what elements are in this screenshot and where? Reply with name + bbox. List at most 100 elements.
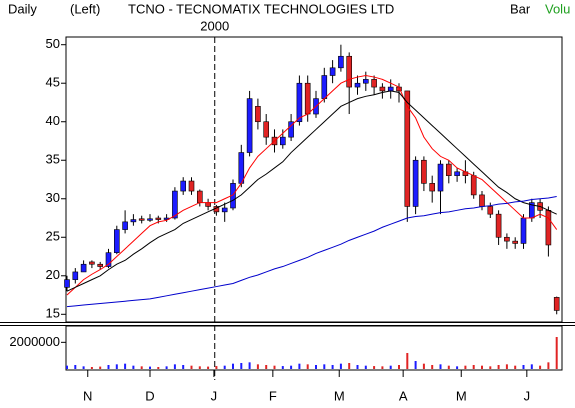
candle-body: [429, 183, 436, 192]
candle-body: [470, 175, 477, 196]
y-tick-label: 45: [46, 75, 60, 90]
volume-bar: [140, 366, 143, 369]
candle-body: [288, 121, 294, 138]
volume-bar: [530, 364, 533, 369]
candle-body: [321, 75, 328, 99]
volume-bar: [66, 365, 68, 369]
volume-bar: [472, 365, 475, 369]
y-tick-label: 20: [46, 267, 60, 282]
candle-body: [421, 159, 427, 184]
candle-body: [130, 219, 137, 223]
volume-bar: [207, 366, 210, 369]
candle-body: [371, 79, 377, 88]
x-tick-label: M: [334, 388, 345, 403]
volume-bar: [348, 363, 351, 369]
volume-bar: [456, 366, 459, 369]
candle-body: [172, 190, 178, 219]
volume-bar: [173, 364, 176, 369]
volume-bar: [157, 367, 160, 369]
chart-title: TCNO - TECNOMATIX TECHNOLOGIES LTD: [128, 1, 394, 16]
candle-body: [72, 271, 79, 280]
candle-body: [404, 90, 411, 207]
candle-body: [479, 194, 485, 207]
volume-bar: [115, 364, 118, 369]
volume-bar: [132, 365, 135, 369]
candle-body: [188, 180, 195, 192]
volume-bar: [223, 365, 226, 369]
candle-body: [279, 136, 286, 146]
candle-body: [180, 180, 186, 192]
candle-body: [238, 152, 245, 184]
volume-bar: [248, 362, 251, 369]
y-tick-label: 40: [46, 113, 60, 128]
candle-body: [504, 236, 510, 242]
volume-bar: [190, 365, 193, 369]
style: Bar: [510, 1, 531, 16]
candle-body: [155, 217, 162, 220]
volume-bar: [165, 366, 168, 369]
volume-toggle: Volu: [545, 1, 570, 16]
candle-body: [329, 67, 336, 76]
volume-bar: [364, 365, 367, 369]
candle-body: [445, 163, 452, 176]
volume-bar: [74, 365, 77, 369]
volume-bar: [281, 366, 284, 369]
candle-body: [105, 252, 112, 267]
candle-body: [97, 263, 103, 267]
volume-bar: [107, 365, 110, 369]
candle-body: [296, 82, 303, 123]
volume-bar: [331, 365, 334, 369]
candle-body: [520, 217, 527, 244]
candle-body: [346, 55, 353, 88]
volume-bar: [539, 365, 542, 369]
volume-bar: [339, 363, 342, 369]
volume-bar: [373, 366, 376, 369]
volume-bar: [298, 363, 301, 369]
volume-bar: [422, 363, 425, 369]
volume-bar: [198, 366, 201, 369]
candle-body: [512, 240, 519, 244]
candle-body: [122, 221, 128, 230]
volume-bar: [82, 366, 85, 369]
volume-bar: [215, 366, 218, 369]
volume-bar: [406, 353, 409, 369]
candle-body: [437, 163, 444, 192]
volume-bar: [514, 365, 517, 369]
x-tick-label: M: [456, 388, 467, 403]
price-frame: [65, 36, 563, 323]
candle-body: [495, 213, 502, 238]
volume-bar: [182, 365, 185, 369]
volume-bar: [497, 365, 500, 369]
volume-bar: [414, 361, 417, 369]
x-tick-label: D: [145, 388, 154, 403]
candle-body: [263, 121, 270, 138]
annotation: 2000: [200, 18, 229, 33]
candle-body: [221, 207, 228, 213]
volume-frame: [65, 325, 563, 371]
volume-bar: [489, 366, 492, 369]
volume-bar: [256, 364, 259, 369]
volume-bar: [447, 365, 450, 369]
volume-bar: [481, 365, 483, 369]
x-tick-label: J: [211, 388, 218, 403]
volume-bar: [99, 366, 102, 369]
volume-bar: [315, 365, 317, 369]
volume-bar: [232, 363, 234, 369]
volume-bar: [306, 364, 309, 369]
candle-body: [197, 190, 203, 203]
volume-bar: [323, 364, 326, 369]
y-tick-label: 15: [46, 306, 60, 321]
candle-body: [387, 86, 394, 92]
y-tick-label: 30: [46, 190, 60, 205]
volume-bar: [149, 366, 151, 369]
candle-body: [454, 171, 460, 176]
volume-bar: [547, 362, 550, 369]
period: Daily: [8, 1, 37, 16]
candle-body: [304, 82, 311, 115]
volume-bar: [389, 365, 392, 369]
candle-body: [147, 218, 153, 221]
moving-average: [66, 90, 557, 292]
volume-bar: [464, 365, 467, 369]
